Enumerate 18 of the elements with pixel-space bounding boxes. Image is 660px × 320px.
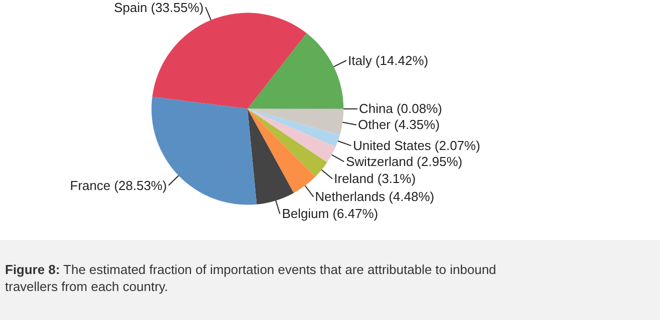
pie-slice: [248, 108, 316, 193]
slice-label: France (28.53%): [70, 178, 167, 193]
slice-label: Belgium (6.47%): [282, 206, 378, 221]
slice-label: Spain (33.55%): [114, 0, 204, 15]
pie-slice: [248, 108, 328, 177]
slice-label: Netherlands (4.48%): [315, 189, 434, 204]
slice-label: Switzerland (2.95%): [346, 154, 462, 169]
pie-slice: [248, 33, 344, 109]
slice-label: China (0.08%): [359, 101, 442, 116]
pie-slice: [248, 108, 344, 136]
slice-label: Other (4.35%): [358, 117, 440, 132]
slice-label: Italy (14.42%): [348, 53, 428, 68]
pie-slice: [248, 108, 336, 162]
pie-slice: [248, 108, 294, 204]
slice-label: Ireland (3.1%): [334, 171, 416, 186]
caption: Figure 8: The estimated fraction of importation events that are attributable to inbound travellers from each country.: [5, 262, 496, 294]
pie-slice: [248, 108, 340, 147]
slice-label: United States (2.07%): [353, 138, 480, 153]
